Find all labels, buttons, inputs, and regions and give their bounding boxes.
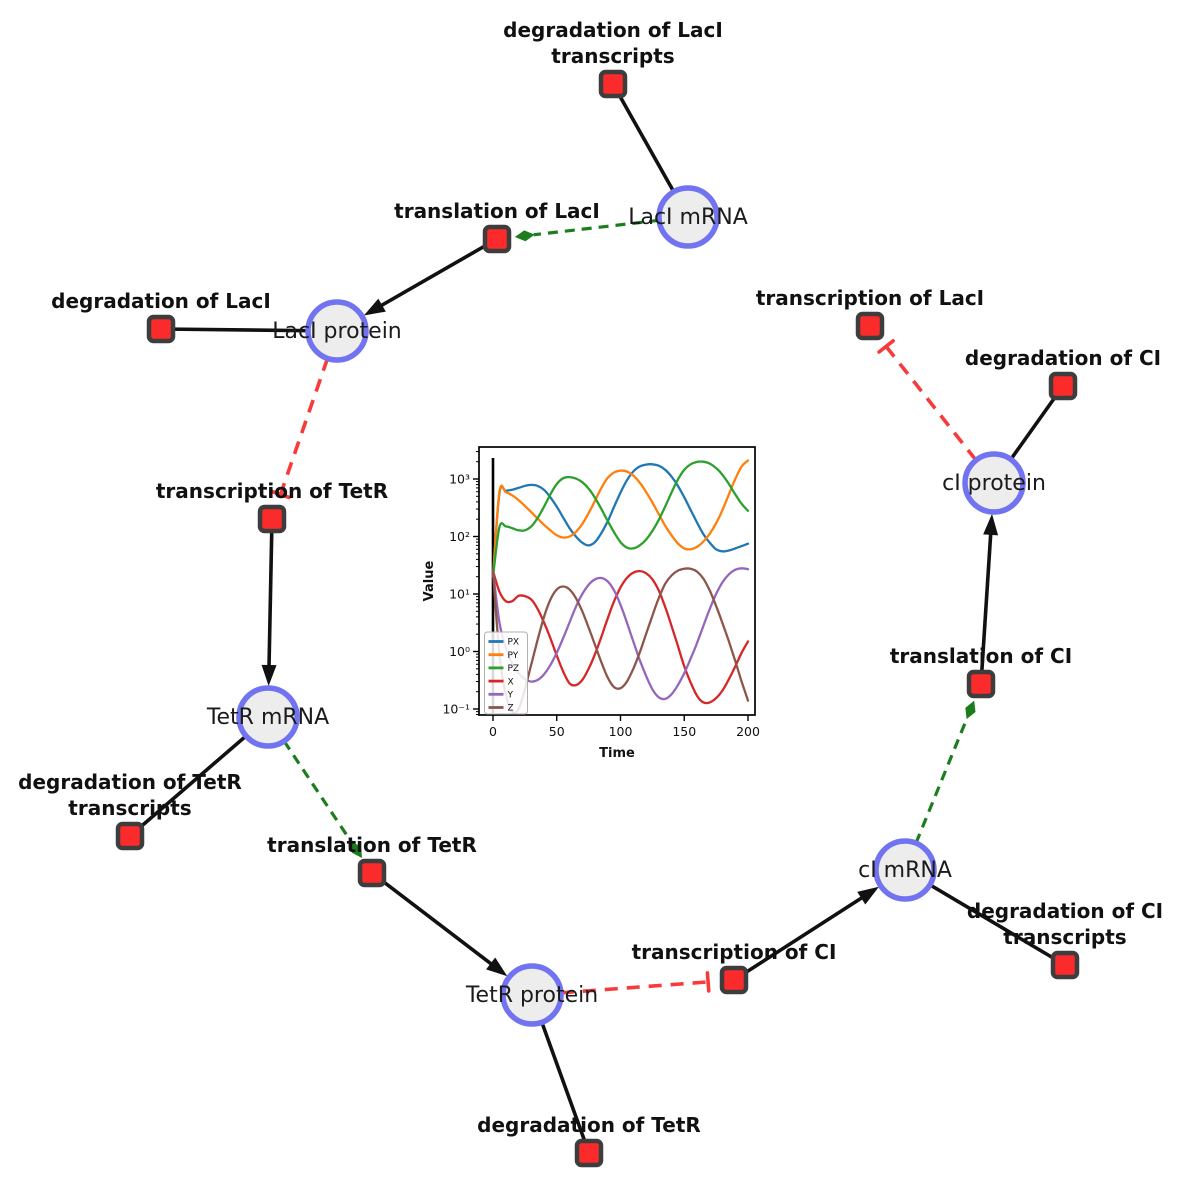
reaction-label-deg-ci: degradation of CI — [965, 346, 1161, 370]
arrowhead-icon — [857, 886, 879, 905]
reaction-node-deg-ci — [1048, 371, 1078, 401]
y-tick-label: 10⁻¹ — [442, 702, 470, 717]
edge-product-translation-tetr-to-tetr-protein — [370, 871, 495, 968]
modifier-arrowhead-icon — [350, 841, 363, 859]
legend-label-PX: PX — [508, 638, 520, 648]
reaction-node-deg-ci-transcripts — [1050, 950, 1080, 980]
reaction-label-translation-laci: translation of LacI — [394, 199, 600, 223]
reaction-label-deg-ci-transcripts: degradation of CI — [967, 899, 1163, 923]
reaction-label-deg-ci-transcripts: transcripts — [1003, 925, 1126, 949]
edge-inhibition-tetr-protein-to-transcription-ci — [560, 980, 709, 995]
species-node-ci-protein — [962, 451, 1026, 515]
reaction-node-deg-tetr-transcripts — [115, 821, 145, 851]
legend-label-Z: Z — [508, 704, 514, 714]
x-axis-title: Time — [599, 746, 635, 761]
reaction-node-deg-laci-transcripts — [598, 69, 628, 99]
y-tick-label: 10⁰ — [449, 644, 470, 659]
legend-label-PY: PY — [508, 651, 519, 661]
y-tick-label: 10² — [449, 529, 470, 544]
series-line-Z — [491, 567, 750, 714]
x-tick-label: 0 — [489, 724, 497, 739]
species-node-ci-mrna — [873, 838, 937, 902]
reaction-node-translation-tetr — [357, 858, 387, 888]
edge-product-transcription-ci-to-ci-mrna — [733, 894, 866, 982]
reaction-label-transcription-ci: transcription of CI — [632, 940, 837, 964]
arrowhead-icon — [983, 513, 999, 536]
edge-product-translation-laci-to-laci-protein — [377, 237, 498, 309]
edge-product-transcription-tetr-to-tetr-mrna — [267, 518, 274, 670]
reaction-node-deg-tetr — [574, 1138, 604, 1168]
reaction-label-translation-tetr: translation of TetR — [267, 833, 477, 857]
nodes-layer — [115, 69, 1080, 1168]
x-tick-label: 150 — [672, 724, 696, 739]
species-label-tetr-protein: TetR protein — [465, 983, 598, 1008]
series-line-PX — [491, 463, 750, 578]
chart-legend — [484, 631, 528, 715]
reaction-label-deg-laci: degradation of LacI — [51, 289, 271, 313]
series-line-Y — [491, 567, 750, 701]
species-label-tetr-mrna: TetR mRNA — [206, 705, 329, 730]
legend-label-Y: Y — [507, 691, 514, 701]
reaction-node-transcription-tetr — [257, 504, 287, 534]
modifier-arrowhead-icon — [965, 700, 976, 720]
x-tick-label: 50 — [549, 724, 565, 739]
x-tick-label: 100 — [609, 724, 633, 739]
series-line-PZ — [491, 460, 750, 578]
reaction-node-translation-ci — [966, 669, 996, 699]
reaction-node-transcription-laci — [855, 311, 885, 341]
inhibition-tee-icon — [877, 339, 895, 354]
reaction-label-deg-tetr-transcripts: degradation of TetR — [18, 770, 242, 794]
reaction-node-deg-laci — [146, 314, 176, 344]
edge-inhibition-ci-protein-to-transcription-laci — [884, 345, 978, 462]
species-label-laci-mrna: LacI mRNA — [628, 205, 748, 230]
edge-inhibition-laci-protein-to-transcription-tetr — [278, 357, 330, 496]
modifier-arrowhead-icon — [514, 230, 535, 242]
edge-modifier-ci-mrna-to-translation-ci — [914, 717, 969, 844]
edge-product-translation-ci-to-ci-protein — [979, 530, 993, 685]
arrowhead-icon — [261, 664, 277, 687]
axes-spines — [478, 446, 756, 716]
species-node-tetr-mrna — [236, 685, 300, 749]
reaction-label-deg-laci-transcripts: degradation of LacI — [503, 18, 723, 42]
species-node-laci-mrna — [656, 185, 720, 249]
x-tick-label: 200 — [736, 724, 760, 739]
arrowhead-icon — [363, 298, 386, 316]
edge-modifier-laci-mrna-to-translation-laci — [533, 218, 660, 237]
reaction-node-transcription-ci — [719, 965, 749, 995]
edge-modifier-tetr-mrna-to-translation-tetr — [282, 740, 353, 844]
legend-label-PZ: PZ — [508, 664, 520, 674]
inhibition-tee-icon — [705, 971, 711, 993]
species-node-laci-protein — [305, 299, 369, 363]
series-line-X — [491, 569, 750, 705]
reaction-label-transcription-tetr: transcription of TetR — [156, 479, 388, 503]
series-line-PY — [491, 459, 750, 578]
labels-layer: degradation of LacItranscriptstranslatio… — [18, 18, 1163, 1137]
reaction-label-transcription-laci: transcription of LacI — [756, 286, 984, 310]
species-node-tetr-protein — [500, 963, 564, 1027]
y-tick-label: 10¹ — [449, 587, 470, 602]
legend-label-X: X — [508, 677, 514, 687]
species-label-ci-protein: cI protein — [942, 471, 1046, 496]
reaction-label-translation-ci: translation of CI — [890, 644, 1072, 668]
y-tick-label: 10³ — [449, 472, 470, 487]
species-label-ci-mrna: cI mRNA — [858, 858, 952, 883]
reaction-label-deg-tetr: degradation of TetR — [477, 1113, 701, 1137]
reaction-node-translation-laci — [482, 224, 512, 254]
arrowhead-icon — [486, 957, 508, 977]
species-label-laci-protein: LacI protein — [272, 319, 402, 344]
reaction-label-deg-tetr-transcripts: transcripts — [68, 796, 191, 820]
y-axis-title: Value — [422, 560, 437, 601]
reaction-label-deg-laci-transcripts: transcripts — [551, 44, 674, 68]
chart: 10⁻¹ 10⁰ 10¹ 10² 10³ 0 50 100 150 200 Time Value PX P… — [422, 446, 760, 761]
